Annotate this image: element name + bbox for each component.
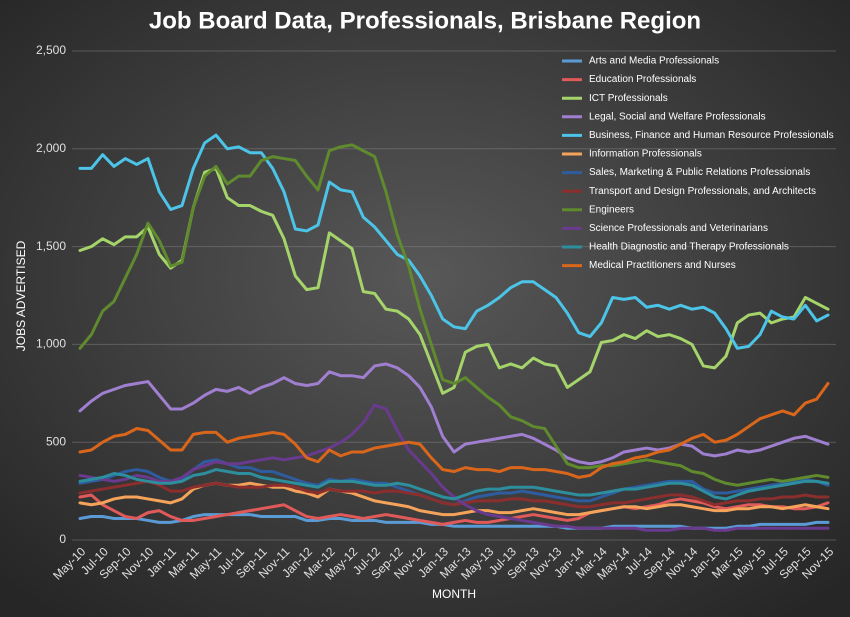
legend-label: Sales, Marketing & Public Relations Prof… — [589, 167, 810, 178]
legend-label: Transport and Design Professionals, and … — [589, 186, 816, 197]
y-tick-label: 2,500 — [36, 43, 66, 57]
series-line — [78, 362, 830, 466]
legend-label: Information Professionals — [589, 149, 702, 160]
series-line — [78, 133, 830, 350]
series-line — [78, 493, 830, 526]
series-line — [78, 382, 830, 479]
series-line — [78, 468, 830, 501]
y-tick-label: 1,000 — [36, 337, 66, 351]
chart-title: Job Board Data, Professionals, Brisbane … — [149, 7, 701, 34]
y-tick-label: 2,000 — [36, 141, 66, 155]
legend-label: Legal, Social and Welfare Professionals — [589, 111, 766, 122]
legend-label: ICT Professionals — [589, 93, 668, 104]
legend-label: Medical Practitioners and Nurses — [589, 260, 736, 271]
y-tick-label: 0 — [59, 532, 66, 546]
y-axis-label: JOBS ADVERTISED — [14, 240, 28, 351]
series-line — [78, 166, 830, 395]
legend-label: Health Diagnostic and Therapy Profession… — [589, 242, 789, 253]
legend: Arts and Media Professionals Education Pr… — [562, 56, 834, 271]
legend-label: Engineers — [589, 204, 634, 215]
series-line — [78, 143, 830, 487]
legend-label: Business, Finance and Human Resource Pro… — [589, 130, 834, 141]
legend-label: Science Professionals and Veterinarians — [589, 223, 768, 234]
legend-label: Education Professionals — [589, 74, 696, 85]
y-tick-label: 1,500 — [36, 239, 66, 253]
series-line — [78, 479, 830, 509]
plot-lines — [78, 133, 830, 532]
y-tick-label: 500 — [46, 434, 66, 448]
x-axis-label: MONTH — [432, 587, 476, 601]
legend-label: Arts and Media Professionals — [589, 56, 719, 67]
series-line — [78, 403, 830, 532]
